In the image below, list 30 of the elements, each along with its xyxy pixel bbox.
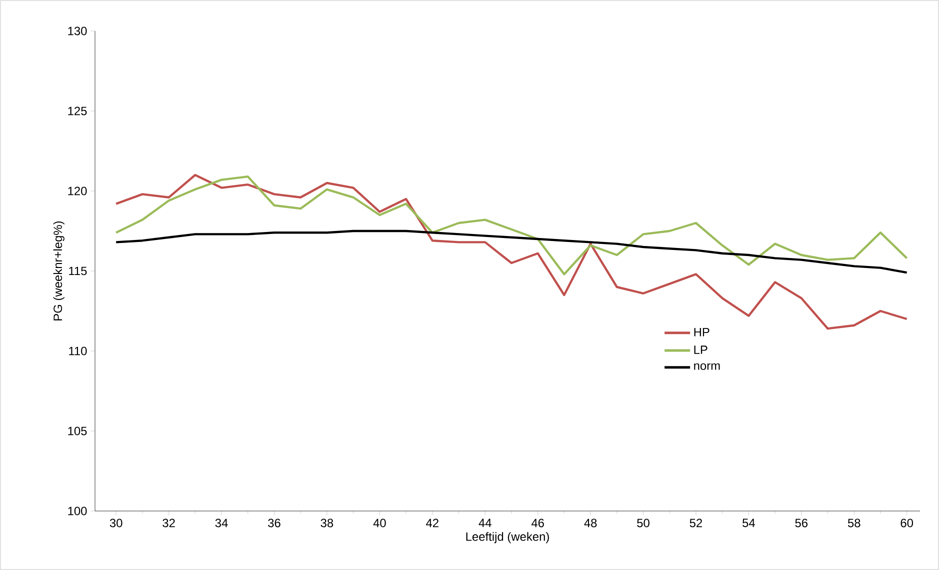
x-tick-label: 34 bbox=[215, 518, 228, 528]
y-tick-label: 110 bbox=[69, 346, 87, 356]
x-axis-title: Leeftijd (weken) bbox=[466, 532, 549, 544]
x-tick-label: 36 bbox=[268, 518, 280, 528]
x-tick-label: 58 bbox=[848, 518, 860, 528]
x-tick-label: 52 bbox=[690, 518, 702, 528]
legend-label: norm bbox=[694, 363, 720, 370]
legend-label: LP bbox=[694, 346, 708, 354]
x-tick-label: 50 bbox=[637, 518, 650, 528]
x-tick-label: 46 bbox=[531, 518, 544, 528]
line-series bbox=[114, 174, 908, 330]
x-tick-label: 44 bbox=[478, 518, 492, 527]
x-tick-label: 60 bbox=[900, 518, 914, 528]
x-tick-label: 54 bbox=[742, 518, 755, 528]
x-tick-label: 56 bbox=[795, 518, 808, 528]
x-tick-label: 32 bbox=[162, 518, 175, 528]
line-series bbox=[114, 176, 908, 276]
y-tick-label: 125 bbox=[68, 106, 87, 116]
y-tick-label: 105 bbox=[68, 426, 87, 436]
x-tick-label: 30 bbox=[110, 518, 122, 528]
y-axis-title: PG (weeknr+leg%) bbox=[53, 221, 64, 320]
y-tick-label: 120 bbox=[68, 186, 87, 196]
x-tick-label: 38 bbox=[320, 518, 334, 528]
x-tick-label: 48 bbox=[584, 518, 597, 528]
x-tick-label: 42 bbox=[426, 518, 438, 528]
y-tick-label: 100 bbox=[68, 506, 87, 516]
legend-label: HP bbox=[694, 328, 710, 336]
y-tick-label: 130 bbox=[68, 26, 87, 36]
y-tick-label: 115 bbox=[69, 266, 87, 276]
x-tick-label: 40 bbox=[373, 518, 386, 528]
